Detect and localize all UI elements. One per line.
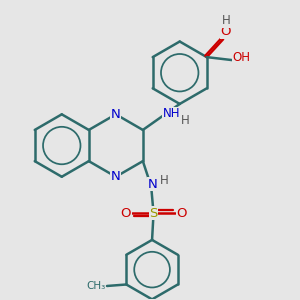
- Text: CH₃: CH₃: [86, 281, 106, 291]
- Text: S: S: [149, 207, 158, 220]
- Text: H: H: [160, 174, 169, 187]
- Text: OH: OH: [232, 51, 250, 64]
- Text: O: O: [120, 207, 131, 220]
- Text: N: N: [111, 108, 121, 121]
- Text: N: N: [111, 170, 121, 183]
- Text: H: H: [181, 114, 189, 127]
- Text: NH: NH: [163, 107, 180, 121]
- Text: N: N: [148, 178, 158, 190]
- Text: O: O: [176, 207, 187, 220]
- Text: H: H: [222, 14, 230, 27]
- Text: O: O: [220, 26, 231, 38]
